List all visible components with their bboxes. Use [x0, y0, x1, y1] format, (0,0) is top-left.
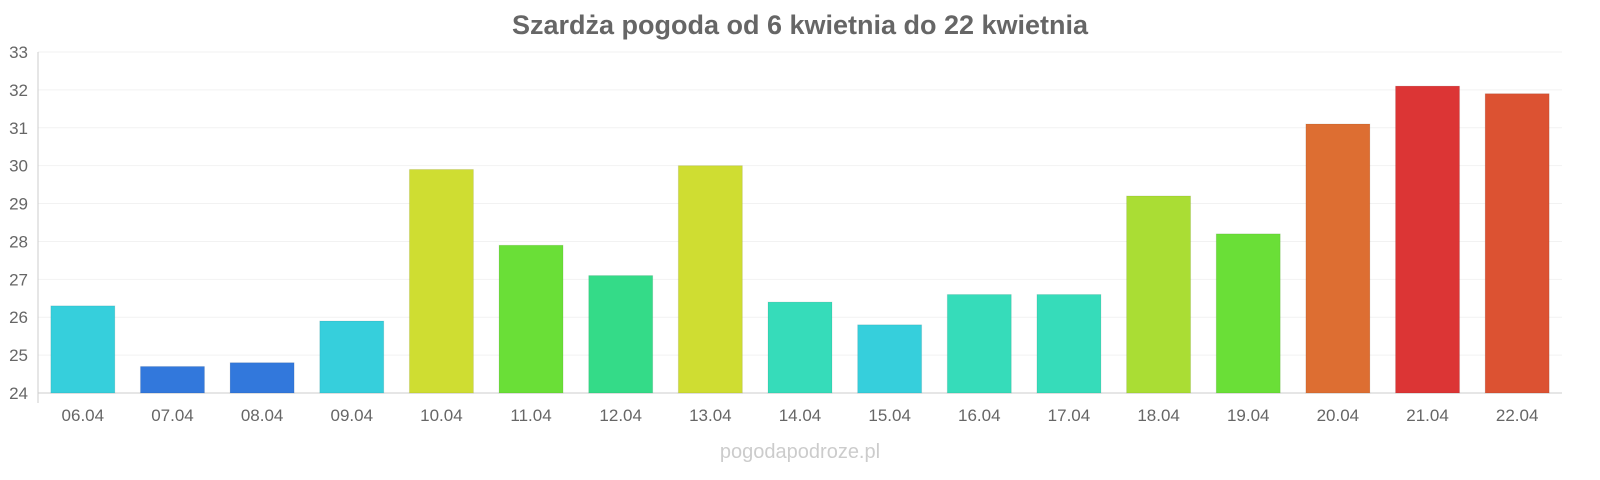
x-tick-label: 14.04: [779, 406, 822, 425]
bar-19.04: [1215, 233, 1281, 394]
bar-22.04: [1484, 93, 1550, 394]
y-tick-label: 24: [9, 384, 28, 403]
bar-20.04: [1305, 123, 1371, 394]
bar-08.04: [229, 362, 295, 394]
x-tick-label: 21.04: [1406, 406, 1449, 425]
x-tick-label: 15.04: [868, 406, 911, 425]
bar-11.04: [498, 244, 564, 394]
x-tick-label: 09.04: [330, 406, 373, 425]
y-tick-label: 25: [9, 346, 28, 365]
bar-06.04: [50, 305, 116, 394]
y-tick-label: 29: [9, 195, 28, 214]
x-tick-label: 19.04: [1227, 406, 1270, 425]
bar-16.04: [946, 293, 1012, 394]
chart-title: Szardża pogoda od 6 kwietnia do 22 kwiet…: [511, 10, 1089, 40]
y-tick-label: 26: [9, 308, 28, 327]
source-credit: pogodapodroze.pl: [719, 441, 881, 463]
bar-17.04: [1036, 293, 1102, 394]
bar-10.04: [408, 168, 474, 394]
bar-18.04: [1126, 195, 1192, 394]
y-tick-label: 31: [9, 119, 28, 138]
x-tick-label: 17.04: [1048, 406, 1091, 425]
y-tick-label: 30: [9, 157, 28, 176]
y-tick-label: 28: [9, 232, 28, 251]
x-tick-label: 10.04: [420, 406, 463, 425]
x-tick-label: 11.04: [510, 406, 551, 425]
bar-13.04: [677, 165, 743, 394]
x-tick-label: 16.04: [958, 406, 1001, 425]
x-tick-label: 07.04: [151, 406, 194, 425]
x-tick-label: 06.04: [62, 406, 105, 425]
bar-21.04: [1395, 85, 1461, 394]
bar-07.04: [139, 365, 205, 394]
x-tick-label: 08.04: [241, 406, 284, 425]
y-tick-label: 27: [9, 270, 28, 289]
x-tick-label: 22.04: [1496, 406, 1539, 425]
y-tick-label: 32: [9, 81, 28, 100]
bar-15.04: [857, 324, 923, 394]
x-tick-label: 12.04: [599, 406, 642, 425]
bar-09.04: [319, 320, 385, 394]
bar-12.04: [588, 275, 654, 394]
bar-14.04: [767, 301, 833, 394]
y-tick-label: 33: [9, 43, 28, 62]
x-tick-label: 20.04: [1317, 406, 1360, 425]
x-tick-label: 13.04: [689, 406, 732, 425]
x-tick-label: 18.04: [1137, 406, 1180, 425]
